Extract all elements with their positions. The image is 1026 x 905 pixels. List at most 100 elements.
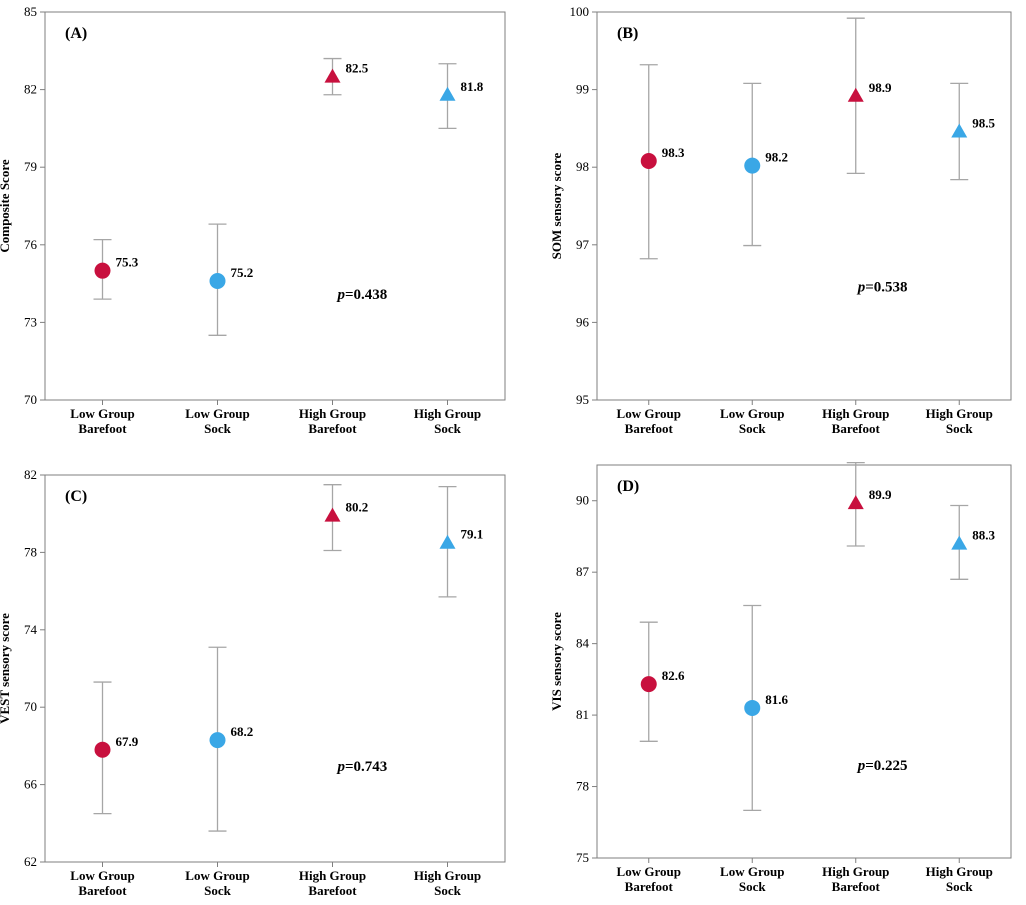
mean-marker-circle (744, 157, 761, 174)
panel-title: (A) (65, 25, 87, 42)
y-tick-label: 96 (576, 314, 590, 329)
mean-marker-triangle (439, 534, 456, 549)
p-value-label: p=0.538 (856, 279, 908, 295)
y-tick-label: 99 (576, 82, 589, 97)
data-label: 67.9 (116, 734, 139, 749)
x-tick-label: Sock (434, 883, 462, 898)
mean-marker-triangle (847, 87, 864, 102)
data-label: 81.8 (461, 79, 484, 94)
mean-marker-circle (94, 262, 111, 279)
mean-marker-circle (640, 152, 657, 169)
y-tick-label: 87 (576, 564, 590, 579)
x-tick-label: Low Group (617, 406, 681, 421)
panel-a: 70 73 76 79 82 85 Composite Score Low Group Bare… (0, 0, 513, 450)
y-tick-label: 78 (576, 779, 589, 794)
x-tick-label: Sock (739, 879, 767, 894)
mean-marker-triangle (439, 86, 456, 101)
x-tick-label: High Group (414, 868, 481, 883)
p-value: =0.225 (865, 758, 907, 774)
data-label: 98.9 (869, 80, 892, 95)
x-tick-label: Sock (434, 421, 462, 436)
x-tick-label: Barefoot (832, 421, 881, 436)
mean-marker-triangle (847, 495, 864, 510)
mean-marker-triangle (951, 123, 968, 138)
data-label: 82.6 (662, 668, 685, 683)
x-tick-label: Barefoot (308, 421, 357, 436)
y-tick-label: 97 (576, 237, 590, 252)
x-tick-label: High Group (926, 406, 993, 421)
p-value: =0.538 (865, 279, 907, 295)
data-label: 89.9 (869, 487, 892, 502)
mean-marker-triangle (324, 507, 341, 522)
y-tick-label: 70 (24, 392, 37, 407)
x-tick-label: High Group (299, 406, 366, 421)
y-tick-label: 81 (576, 707, 589, 722)
panel-d: 75 78 81 84 87 90 VIS sensory score Low Group Ba… (513, 450, 1026, 900)
x-tick-label: Low Group (720, 406, 784, 421)
y-axis-label: VIS sensory score (549, 612, 564, 711)
x-tick-label: Sock (204, 421, 232, 436)
x-tick-label: Barefoot (625, 879, 674, 894)
p-value-label: p=0.743 (335, 759, 387, 775)
y-axis-label: Composite Score (0, 159, 12, 253)
data-label: 98.5 (972, 116, 995, 131)
p-value: =0.743 (345, 759, 387, 775)
x-tick-label: High Group (926, 864, 993, 879)
data-label: 98.3 (662, 145, 685, 160)
y-tick-label: 74 (24, 622, 38, 637)
p-symbol: p (856, 758, 866, 774)
p-value: =0.438 (345, 287, 387, 303)
y-tick-label: 79 (24, 159, 37, 174)
data-label: 82.5 (346, 61, 369, 76)
mean-marker-circle (640, 676, 657, 693)
y-tick-label: 98 (576, 159, 589, 174)
x-tick-label: Low Group (70, 406, 134, 421)
y-tick-label: 78 (24, 544, 37, 559)
x-tick-label: Barefoot (832, 879, 881, 894)
x-tick-label: Barefoot (78, 421, 127, 436)
x-tick-label: Low Group (720, 864, 784, 879)
y-tick-label: 75 (576, 850, 589, 865)
panel-title: (B) (617, 25, 638, 42)
y-tick-label: 73 (24, 314, 37, 329)
x-tick-label: High Group (414, 406, 481, 421)
mean-marker-circle (94, 741, 111, 758)
data-label: 75.3 (116, 255, 139, 270)
p-symbol: p (335, 759, 345, 775)
y-axis-label: SOM sensory score (549, 152, 564, 259)
data-label: 88.3 (972, 528, 995, 543)
p-value-label: p=0.438 (335, 287, 387, 303)
mean-marker-circle (209, 273, 226, 290)
y-tick-label: 66 (24, 777, 38, 792)
plot-frame (596, 11, 1012, 401)
panel-b: 95 96 97 98 99 100 SOM sensory score Low Group B… (513, 0, 1026, 450)
x-tick-label: Sock (946, 879, 974, 894)
x-tick-label: Low Group (185, 406, 249, 421)
data-label: 75.2 (231, 265, 254, 280)
x-tick-label: High Group (299, 868, 366, 883)
y-tick-label: 95 (576, 392, 589, 407)
x-tick-label: Barefoot (308, 883, 357, 898)
x-tick-label: Low Group (185, 868, 249, 883)
y-tick-label: 76 (24, 237, 38, 252)
x-tick-label: Barefoot (625, 421, 674, 436)
y-tick-label: 82 (24, 467, 37, 482)
data-label: 68.2 (231, 724, 254, 739)
data-label: 80.2 (346, 500, 369, 515)
mean-marker-triangle (951, 535, 968, 550)
x-tick-label: Low Group (617, 864, 681, 879)
p-symbol: p (856, 279, 866, 295)
y-axis-label: VEST sensory score (0, 613, 12, 724)
y-tick-label: 84 (576, 636, 590, 651)
x-tick-label: High Group (822, 406, 889, 421)
x-tick-label: Barefoot (78, 883, 127, 898)
y-tick-label: 100 (570, 4, 590, 19)
data-label: 81.6 (765, 692, 788, 707)
y-tick-label: 70 (24, 699, 37, 714)
y-tick-label: 90 (576, 493, 589, 508)
y-tick-label: 82 (24, 82, 37, 97)
plot-frame (596, 464, 1012, 859)
